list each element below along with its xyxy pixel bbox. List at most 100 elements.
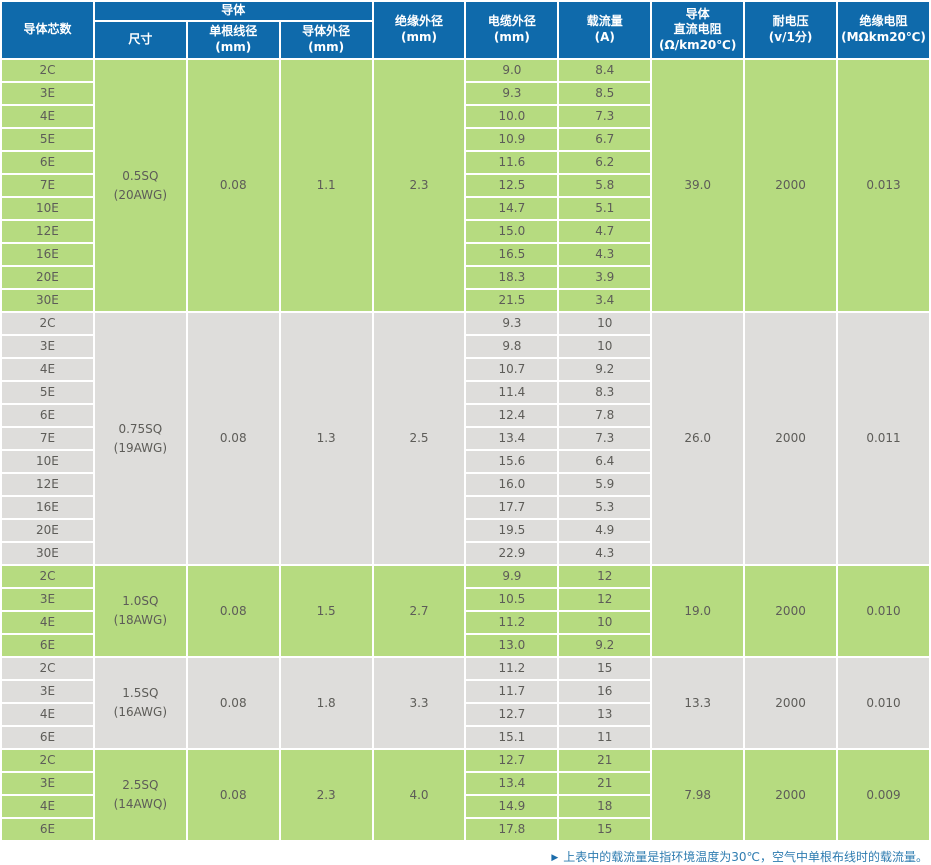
cable-od-cell: 14.9 [466,796,558,817]
cable-od-cell: 11.2 [466,658,558,679]
table-row: 3E 13.4 21 [2,773,929,794]
ampacity-cell: 12 [559,566,651,587]
cable-od-cell: 9.3 [466,313,558,334]
cable-od-cell: 16.5 [466,244,558,265]
ampacity-cell: 8.5 [559,83,651,104]
cable-od-cell: 11.6 [466,152,558,173]
conductor-od-cell: 1.5 [280,566,372,656]
conductor-od-cell: 1.8 [280,658,372,748]
voltage-cell: 2000 [745,750,837,840]
cores-cell: 30E [2,543,93,564]
cable-od-cell: 9.0 [466,60,558,81]
voltage-cell: 2000 [745,60,837,311]
cores-cell: 3E [2,589,93,610]
cores-cell: 2C [2,60,93,81]
ampacity-cell: 15 [559,658,651,679]
cores-cell: 16E [2,244,93,265]
cable-od-cell: 10.5 [466,589,558,610]
ampacity-cell: 7.3 [559,106,651,127]
ampacity-cell: 6.2 [559,152,651,173]
insulation-resistance-cell: 0.013 [838,60,929,311]
ampacity-cell: 5.8 [559,175,651,196]
footnote-text: 上表中的载流量是指环境温度为30℃，空气中单根布线时的载流量。 [563,850,928,864]
table-row: 3E 10.5 12 [2,589,929,610]
ampacity-cell: 18 [559,796,651,817]
table-row: 6E 11.6 6.2 [2,152,929,173]
size-cell: 2.5SQ (14AWQ) [94,750,186,840]
table-row: 3E 11.7 16 [2,681,929,702]
size-cell: 0.5SQ (20AWG) [94,60,186,311]
table-row: 20E 18.3 3.9 [2,267,929,288]
table-row: 6E 12.4 7.8 [2,405,929,426]
cable-od-cell: 9.9 [466,566,558,587]
table-row: 6E 17.8 15 [2,819,929,840]
ampacity-cell: 4.3 [559,244,651,265]
insulation-od-cell: 2.5 [373,313,465,564]
insulation-od-cell: 2.3 [373,60,465,311]
ampacity-cell: 5.9 [559,474,651,495]
ampacity-cell: 5.3 [559,497,651,518]
header-size: 尺寸 [94,22,186,58]
cable-od-cell: 22.9 [466,543,558,564]
cable-od-cell: 17.8 [466,819,558,840]
cores-cell: 2C [2,750,93,771]
table-row: 2C 1.5SQ (16AWG) 0.08 1.8 3.3 11.2 15 13.3 2000 0… [2,658,929,748]
cable-od-cell: 11.4 [466,382,558,403]
cores-cell: 12E [2,474,93,495]
header-ampacity: 载流量 (A) [559,2,651,58]
insulation-od-cell: 4.0 [373,750,465,840]
table-row: 4E 10.0 7.3 [2,106,929,127]
header-conductor-group: 导体 [94,2,372,20]
dc-resistance-cell: 7.98 [652,750,744,840]
cores-cell: 3E [2,83,93,104]
cable-od-cell: 18.3 [466,267,558,288]
voltage-cell: 2000 [745,566,837,656]
header-strand-dia: 单根线径 (mm) [187,22,279,58]
table-header: 导体芯数 导体 绝缘外径 (mm) 电缆外径 (mm) 载流量 (A) 导体 直… [2,2,929,58]
cable-od-cell: 10.7 [466,359,558,380]
dc-resistance-cell: 26.0 [652,313,744,564]
table-row: 5E 11.4 8.3 [2,382,929,403]
cable-od-cell: 10.0 [466,106,558,127]
table-row: 2C 1.0SQ (18AWG) 0.08 1.5 2.7 9.9 12 19.0 2000 0.… [2,566,929,656]
cable-od-cell: 12.4 [466,405,558,426]
cores-cell: 20E [2,267,93,288]
insulation-resistance-cell: 0.011 [838,313,929,564]
cores-cell: 2C [2,313,93,334]
ampacity-cell: 7.8 [559,405,651,426]
cable-od-cell: 15.0 [466,221,558,242]
strand-dia-cell: 0.08 [187,658,279,748]
ampacity-cell: 3.9 [559,267,651,288]
cable-od-cell: 13.0 [466,635,558,656]
cable-od-cell: 9.3 [466,83,558,104]
table-row: 6E 13.0 9.2 [2,635,929,656]
ampacity-cell: 12 [559,589,651,610]
size-cell: 1.0SQ (18AWG) [94,566,186,656]
cable-od-cell: 12.7 [466,704,558,725]
cores-cell: 6E [2,819,93,840]
ampacity-cell: 5.1 [559,198,651,219]
cores-cell: 7E [2,175,93,196]
header-voltage: 耐电压 (v/1分) [745,2,837,58]
conductor-od-cell: 1.1 [280,60,372,311]
ampacity-cell: 21 [559,773,651,794]
cores-cell: 3E [2,681,93,702]
ampacity-cell: 4.3 [559,543,651,564]
insulation-resistance-cell: 0.009 [838,750,929,840]
cores-cell: 3E [2,336,93,357]
table-row: 16E 17.7 5.3 [2,497,929,518]
cores-cell: 6E [2,405,93,426]
table-row: 12E 16.0 5.9 [2,474,929,495]
table-row: 2C 0.75SQ (19AWG) 0.08 1.3 2.5 9.3 10 26.0 2000 0… [2,313,929,564]
cores-cell: 5E [2,382,93,403]
size-cell: 1.5SQ (16AWG) [94,658,186,748]
header-cores: 导体芯数 [2,2,93,58]
ampacity-cell: 11 [559,727,651,748]
table-row: 2C 0.5SQ (20AWG) 0.08 1.1 2.3 9.0 8.4 39.0 2000 0… [2,60,929,311]
ampacity-cell: 4.9 [559,520,651,541]
ampacity-cell: 10 [559,313,651,334]
cores-cell: 2C [2,658,93,679]
ampacity-cell: 3.4 [559,290,651,311]
table-row: 20E 19.5 4.9 [2,520,929,541]
table-row: 3E 9.3 8.5 [2,83,929,104]
